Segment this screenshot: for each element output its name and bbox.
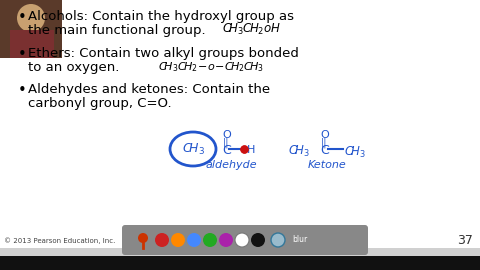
Text: blur: blur: [292, 235, 307, 245]
Circle shape: [251, 233, 265, 247]
FancyBboxPatch shape: [0, 0, 62, 58]
Circle shape: [155, 233, 169, 247]
Text: H: H: [247, 145, 255, 155]
Text: 37: 37: [457, 234, 473, 247]
Text: the main functional group.: the main functional group.: [28, 24, 205, 37]
Text: Alcohols: Contain the hydroxyl group as: Alcohols: Contain the hydroxyl group as: [28, 10, 294, 23]
Text: $\mathit{C\!H_3C\!H_2oH}$: $\mathit{C\!H_3C\!H_2oH}$: [222, 22, 281, 37]
Circle shape: [138, 233, 148, 243]
Text: Ethers: Contain two alkyl groups bonded: Ethers: Contain two alkyl groups bonded: [28, 47, 299, 60]
FancyBboxPatch shape: [0, 256, 480, 270]
Circle shape: [203, 233, 217, 247]
Text: C: C: [320, 144, 329, 157]
Text: Aldehydes and ketones: Contain the: Aldehydes and ketones: Contain the: [28, 83, 270, 96]
FancyBboxPatch shape: [10, 30, 54, 58]
Circle shape: [219, 233, 233, 247]
FancyBboxPatch shape: [122, 225, 368, 255]
Text: $\mathit{C\!H_3}$: $\mathit{C\!H_3}$: [288, 144, 310, 159]
Text: $\mathit{C\!H_3}$: $\mathit{C\!H_3}$: [182, 141, 205, 157]
FancyBboxPatch shape: [0, 0, 480, 248]
Text: ||: ||: [223, 138, 229, 148]
Text: carbonyl group, C=O.: carbonyl group, C=O.: [28, 97, 172, 110]
Text: •: •: [18, 83, 27, 98]
Text: $\mathit{C\!H_3C\!H_2\!-\!o\!-\!C\!H_2C\!H_3}$: $\mathit{C\!H_3C\!H_2\!-\!o\!-\!C\!H_2C\…: [158, 60, 264, 74]
Text: to an oxygen.: to an oxygen.: [28, 61, 120, 74]
Circle shape: [171, 233, 185, 247]
Text: C: C: [222, 144, 231, 157]
Text: •: •: [18, 10, 27, 25]
Text: Ketone: Ketone: [308, 160, 347, 170]
Text: ||: ||: [321, 138, 327, 148]
Circle shape: [235, 233, 249, 247]
Text: © 2013 Pearson Education, Inc.: © 2013 Pearson Education, Inc.: [4, 237, 115, 244]
Circle shape: [17, 4, 45, 32]
Text: aldehyde: aldehyde: [206, 160, 258, 170]
Text: $\mathit{C\!H_3}$: $\mathit{C\!H_3}$: [344, 145, 366, 160]
Circle shape: [187, 233, 201, 247]
Text: •: •: [18, 47, 27, 62]
Text: O: O: [222, 130, 231, 140]
Circle shape: [271, 233, 285, 247]
Text: O: O: [320, 130, 329, 140]
